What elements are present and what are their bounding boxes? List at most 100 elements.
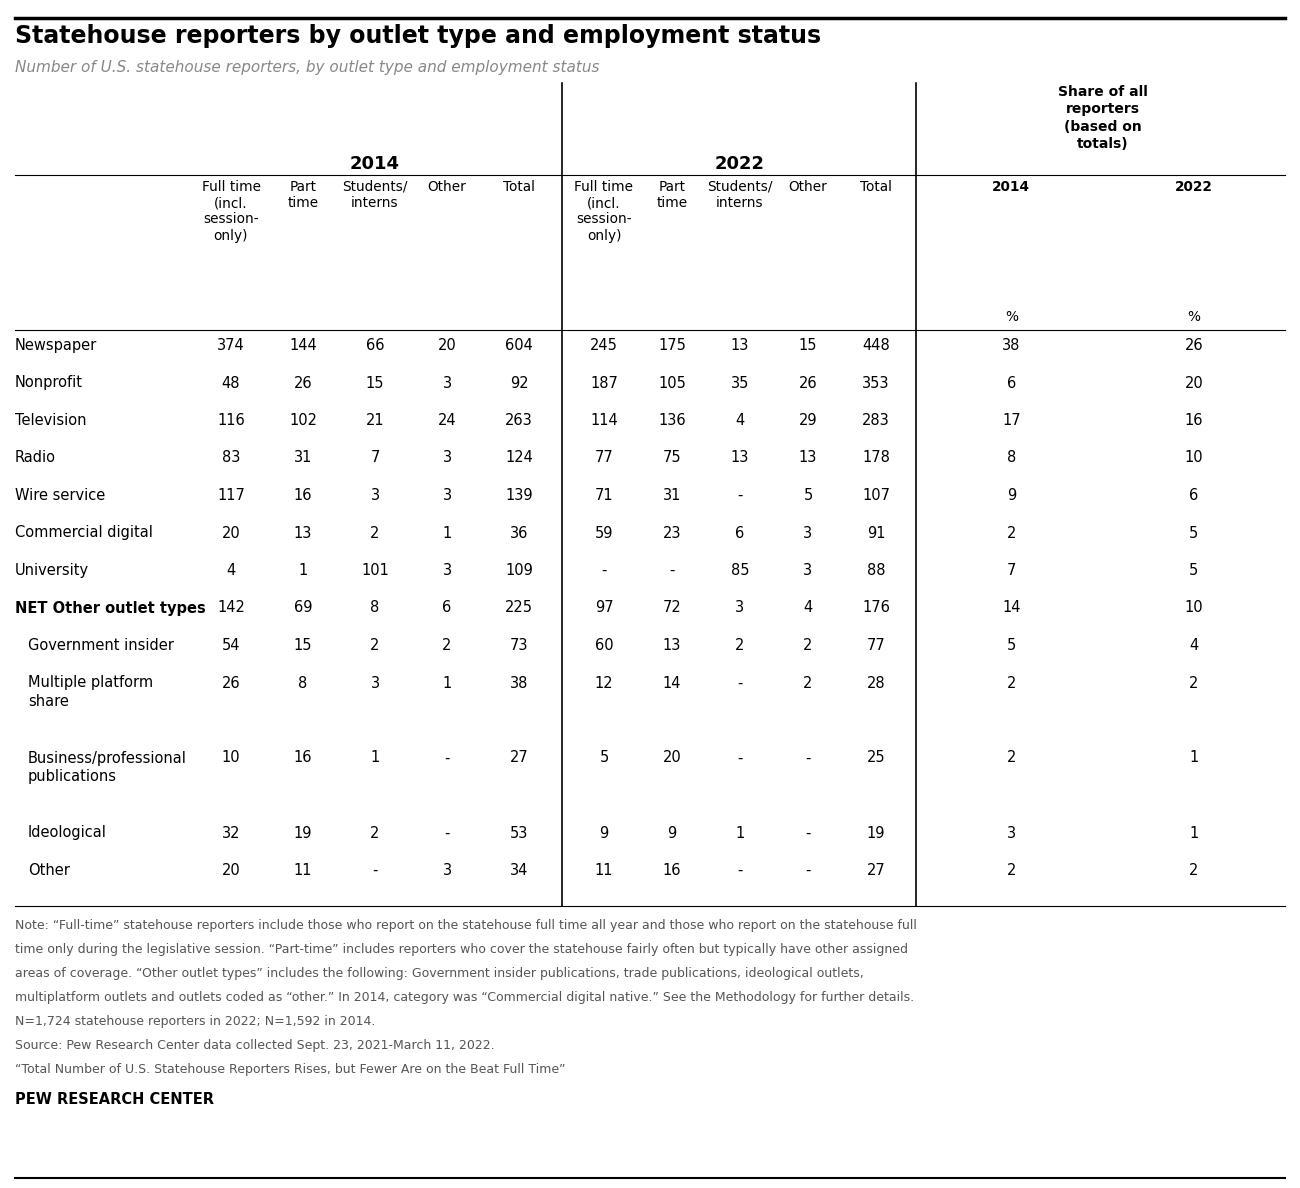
Text: Television: Television [16,413,87,428]
Text: 225: 225 [504,600,533,615]
Text: 1: 1 [370,751,380,765]
Text: 9: 9 [667,826,676,840]
Text: 2: 2 [1006,862,1015,878]
Text: Other: Other [428,181,467,194]
Text: 139: 139 [506,488,533,503]
Text: -: - [602,563,607,579]
Text: “Total Number of U.S. Statehouse Reporters Rises, but Fewer Are on the Beat Full: “Total Number of U.S. Statehouse Reporte… [16,1063,566,1076]
Text: multiplatform outlets and outlets coded as “other.” In 2014, category was “Comme: multiplatform outlets and outlets coded … [16,992,914,1005]
Text: 604: 604 [506,339,533,353]
Text: 14: 14 [1002,600,1021,615]
Text: time only during the legislative session. “Part-time” includes reporters who cov: time only during the legislative session… [16,943,907,956]
Text: 91: 91 [867,525,885,541]
Text: 102: 102 [289,413,317,428]
Text: 2014: 2014 [992,181,1030,194]
Text: 54: 54 [222,638,240,653]
Text: 71: 71 [594,488,614,503]
Text: 101: 101 [361,563,389,579]
Text: %: % [1187,310,1200,324]
Text: 1: 1 [1190,751,1199,765]
Text: 2: 2 [370,826,380,840]
Text: 2: 2 [442,638,451,653]
Text: 187: 187 [590,375,618,391]
Text: 20: 20 [221,862,240,878]
Text: 283: 283 [862,413,891,428]
Text: 6: 6 [1006,375,1015,391]
Text: Full time
(incl.
session-
only): Full time (incl. session- only) [575,181,633,242]
Text: %: % [1005,310,1018,324]
Text: 2: 2 [1006,676,1015,690]
Text: 19: 19 [294,826,312,840]
Text: 14: 14 [663,676,681,690]
Text: 13: 13 [731,450,749,466]
Text: 3: 3 [442,450,451,466]
Text: 26: 26 [1184,339,1202,353]
Text: areas of coverage. “Other outlet types” includes the following: Government insid: areas of coverage. “Other outlet types” … [16,967,863,980]
Text: 85: 85 [731,563,749,579]
Text: 75: 75 [663,450,681,466]
Text: 19: 19 [867,826,885,840]
Text: 3: 3 [736,600,745,615]
Text: 1: 1 [442,676,451,690]
Text: 48: 48 [222,375,240,391]
Text: 28: 28 [867,676,885,690]
Text: 5: 5 [1190,563,1199,579]
Text: Note: “Full-time” statehouse reporters include those who report on the statehous: Note: “Full-time” statehouse reporters i… [16,920,916,933]
Text: -: - [805,826,811,840]
Text: 5: 5 [803,488,812,503]
Text: 374: 374 [217,339,244,353]
Text: 13: 13 [731,339,749,353]
Text: 15: 15 [294,638,312,653]
Text: Nonprofit: Nonprofit [16,375,83,391]
Text: Radio: Radio [16,450,56,466]
Text: 4: 4 [736,413,745,428]
Text: 117: 117 [217,488,244,503]
Text: 6: 6 [736,525,745,541]
Text: 35: 35 [731,375,749,391]
Text: 10: 10 [1184,600,1202,615]
Text: 3: 3 [442,862,451,878]
Text: 77: 77 [594,450,614,466]
Text: 10: 10 [222,751,240,765]
Text: 31: 31 [294,450,312,466]
Text: 2: 2 [1190,676,1199,690]
Text: Part
time: Part time [656,181,688,210]
Text: N=1,724 statehouse reporters in 2022; N=1,592 in 2014.: N=1,724 statehouse reporters in 2022; N=… [16,1016,376,1029]
Text: PEW RESEARCH CENTER: PEW RESEARCH CENTER [16,1092,214,1106]
Text: Source: Pew Research Center data collected Sept. 23, 2021-March 11, 2022.: Source: Pew Research Center data collect… [16,1040,494,1053]
Text: -: - [805,862,811,878]
Text: 24: 24 [438,413,456,428]
Text: 60: 60 [594,638,614,653]
Text: 34: 34 [510,862,528,878]
Text: 27: 27 [510,751,528,765]
Text: -: - [737,751,742,765]
Text: Other: Other [789,181,827,194]
Text: 2: 2 [1006,751,1015,765]
Text: NET Other outlet types: NET Other outlet types [16,600,205,615]
Text: Number of U.S. statehouse reporters, by outlet type and employment status: Number of U.S. statehouse reporters, by … [16,61,599,75]
Text: Statehouse reporters by outlet type and employment status: Statehouse reporters by outlet type and … [16,24,822,48]
Text: 107: 107 [862,488,891,503]
Text: 7: 7 [370,450,380,466]
Text: 9: 9 [1006,488,1015,503]
Text: -: - [670,563,675,579]
Text: -: - [372,862,378,878]
Text: Students/
interns: Students/ interns [707,181,772,210]
Text: 20: 20 [438,339,456,353]
Text: 4: 4 [1190,638,1199,653]
Text: -: - [737,862,742,878]
Text: 38: 38 [1002,339,1021,353]
Text: 23: 23 [663,525,681,541]
Text: 73: 73 [510,638,528,653]
Text: 16: 16 [294,488,312,503]
Text: Other: Other [29,862,70,878]
Text: 11: 11 [294,862,312,878]
Text: 13: 13 [663,638,681,653]
Text: 3: 3 [1006,826,1015,840]
Text: 3: 3 [442,488,451,503]
Text: 136: 136 [658,413,686,428]
Text: Total: Total [861,181,892,194]
Text: -: - [737,676,742,690]
Text: 59: 59 [595,525,614,541]
Text: 92: 92 [510,375,528,391]
